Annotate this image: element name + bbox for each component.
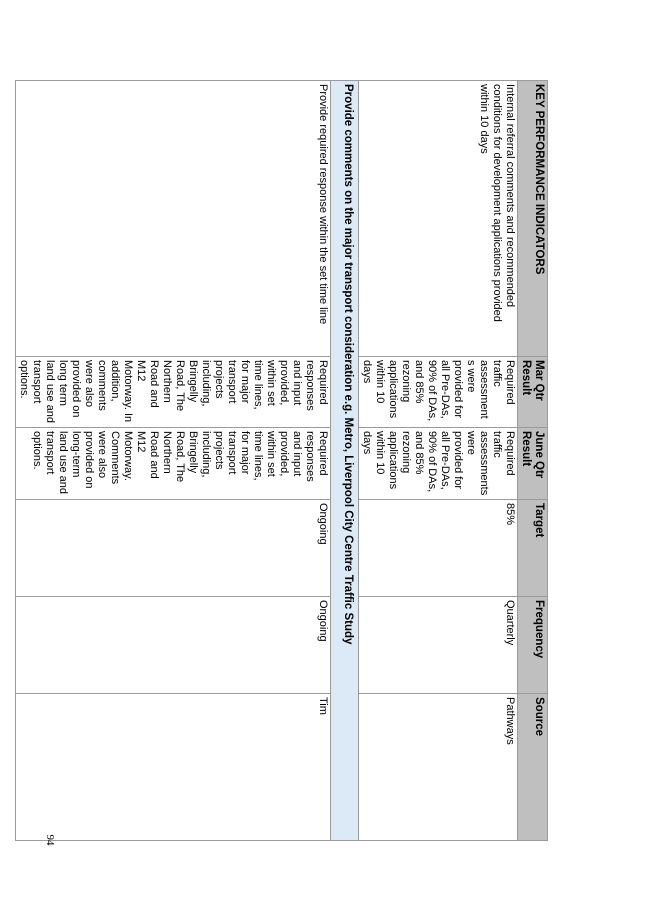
cell-mar-qtr: Required traffic assessments were provid…: [358, 356, 518, 428]
cell-kpi: Internal referral comments and recommend…: [358, 80, 518, 357]
header-kpi: KEY PERFORMANCE INDICATORS: [517, 80, 548, 357]
cell-target: 85%: [358, 499, 518, 597]
cell-june-qtr: Required traffic assessments were provid…: [358, 427, 518, 500]
table-row: Provide required response within the set…: [15, 80, 331, 841]
cell-source: Tim: [15, 693, 331, 841]
cell-target: Ongoing: [15, 499, 331, 597]
kpi-table: KEY PERFORMANCE INDICATORS Mar Qtr Resul…: [15, 80, 548, 841]
cell-june-qtr: Required responses and input provided, w…: [15, 427, 331, 500]
page-number: 94: [44, 834, 56, 846]
section-heading: Provide comments on the major transport …: [330, 80, 359, 841]
cell-kpi: Provide required response within the set…: [15, 80, 331, 357]
header-june-qtr: June Qtr Result: [517, 427, 548, 500]
header-source: Source: [517, 693, 548, 841]
rotated-page: KEY PERFORMANCE INDICATORS Mar Qtr Resul…: [0, 80, 548, 841]
cell-mar-qtr: Required responses and input provided, w…: [15, 356, 331, 428]
cell-frequency: Quarterly: [358, 596, 518, 694]
cell-frequency: Ongoing: [15, 596, 331, 694]
header-target: Target: [517, 499, 548, 597]
table-row: Internal referral comments and recommend…: [358, 80, 518, 841]
header-row: KEY PERFORMANCE INDICATORS Mar Qtr Resul…: [517, 80, 548, 841]
header-frequency: Frequency: [517, 596, 548, 694]
section-row: Provide comments on the major transport …: [330, 80, 359, 841]
cell-source: Pathways: [358, 693, 518, 841]
header-mar-qtr: Mar Qtr Result: [517, 356, 548, 428]
